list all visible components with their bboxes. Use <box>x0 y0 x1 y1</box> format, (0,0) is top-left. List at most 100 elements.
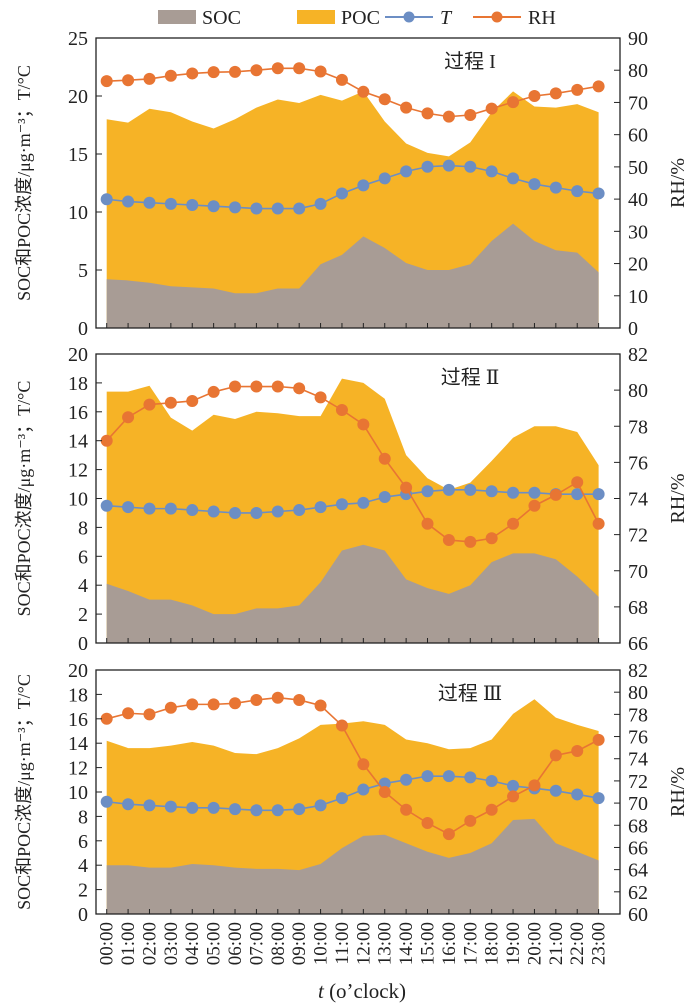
x-tick-label: 04:00 <box>182 922 203 965</box>
left-tick-label: 8 <box>78 517 88 539</box>
left-tick-label: 12 <box>68 758 88 780</box>
left-tick-label: 20 <box>68 86 88 108</box>
rh-point <box>442 828 455 841</box>
right-tick-label: 72 <box>628 771 648 793</box>
right-tick-label: 72 <box>628 525 648 547</box>
legend: SOC POC T RH <box>158 7 556 29</box>
left-tick-label: 16 <box>68 402 88 424</box>
panel-label: 过程 I <box>444 50 496 73</box>
right-tick-label: 30 <box>628 221 648 243</box>
t-point <box>164 800 177 813</box>
rh-point <box>378 452 391 465</box>
rh-point <box>122 707 135 720</box>
t-point <box>378 777 391 790</box>
legend-label: POC <box>341 7 380 29</box>
t-point <box>100 499 113 512</box>
x-tick-label: 03:00 <box>161 922 182 965</box>
x-tick-label: 15:00 <box>418 922 439 965</box>
left-tick-label: 18 <box>68 684 88 706</box>
t-point <box>571 788 584 801</box>
t-point <box>335 187 348 200</box>
legend-swatch <box>297 10 335 24</box>
rh-point <box>314 391 327 404</box>
rh-point <box>357 85 370 98</box>
left-tick-label: 5 <box>78 260 88 282</box>
rh-point <box>485 102 498 115</box>
x-tick-label: 19:00 <box>503 922 524 965</box>
x-tick-label: 20:00 <box>524 922 545 965</box>
x-tick-label: 08:00 <box>268 922 289 965</box>
t-point <box>421 160 434 173</box>
x-tick-label: 01:00 <box>118 922 139 965</box>
soc-area <box>106 223 599 328</box>
left-tick-label: 2 <box>78 880 88 902</box>
rh-point <box>186 394 199 407</box>
left-tick-label: 0 <box>78 633 88 655</box>
rh-point <box>143 72 156 85</box>
x-tick-label: 06:00 <box>225 922 246 965</box>
rh-point <box>400 481 413 494</box>
rh-point <box>549 749 562 762</box>
t-point <box>507 779 520 792</box>
t-point <box>186 199 199 212</box>
legend-item-t: T <box>385 7 453 29</box>
t-point <box>335 498 348 511</box>
rh-point <box>507 790 520 803</box>
panel-label: 过程 Ⅲ <box>438 682 502 705</box>
rh-point <box>528 90 541 102</box>
right-tick-label: 10 <box>628 286 648 308</box>
rh-point <box>122 74 135 87</box>
x-tick-label: 00:00 <box>97 922 118 965</box>
rh-point <box>528 499 541 512</box>
left-tick-label: 0 <box>78 318 88 340</box>
rh-point <box>357 758 370 771</box>
left-tick-label: 2 <box>78 604 88 626</box>
right-axis-title: RH/% <box>667 767 689 817</box>
x-axis-title-var: t <box>318 979 325 1003</box>
rh-point <box>271 62 284 75</box>
x-axis: 00:00 01:00 02:00 03:00 04:00 05:00 06:00 07:00… <box>97 922 610 965</box>
panel-label: 过程 Ⅱ <box>441 366 500 389</box>
rh-point <box>421 817 434 830</box>
plot-frame <box>95 37 621 329</box>
t-point <box>357 783 370 796</box>
t-point <box>571 185 584 198</box>
rh-point <box>250 380 263 393</box>
t-point <box>549 784 562 797</box>
x-tick-label: 13:00 <box>375 922 396 965</box>
t-point <box>528 486 541 499</box>
rh-point <box>571 476 584 489</box>
right-tick-label: 76 <box>628 452 648 474</box>
t-point <box>442 159 455 172</box>
right-tick-label: 90 <box>628 28 648 50</box>
t-point <box>100 193 113 206</box>
x-tick-label: 14:00 <box>396 922 417 965</box>
x-tick-label: 16:00 <box>439 922 460 965</box>
rh-point <box>571 744 584 757</box>
rh-point <box>485 803 498 816</box>
right-tick-label: 80 <box>628 682 648 704</box>
right-tick-label: 74 <box>628 749 648 771</box>
right-tick-label: 78 <box>628 704 648 726</box>
x-tick-label: 18:00 <box>482 922 503 965</box>
x-tick-label: 10:00 <box>311 922 332 965</box>
t-point <box>164 502 177 515</box>
left-tick-label: 20 <box>68 344 88 366</box>
t-point <box>164 197 177 210</box>
right-tick-label: 0 <box>628 318 638 340</box>
rh-point <box>143 398 156 411</box>
x-tick-label: 02:00 <box>139 922 160 965</box>
left-tick-label: 10 <box>68 202 88 224</box>
legend-item-soc: SOC <box>158 7 241 29</box>
t-point <box>314 197 327 210</box>
rh-point <box>464 535 477 548</box>
rh-point <box>271 380 284 393</box>
rh-point <box>507 517 520 530</box>
soc-area <box>106 544 599 643</box>
panel-1: 0 5 10 15 20 25 0 10 20 30 40 50 60 70 80 90 过程 I SOC和POC… <box>14 28 689 340</box>
t-point <box>207 801 220 814</box>
legend-swatch <box>158 10 196 24</box>
rh-point <box>335 719 348 732</box>
t-point <box>400 773 413 786</box>
x-tick-label: 21:00 <box>546 922 567 965</box>
